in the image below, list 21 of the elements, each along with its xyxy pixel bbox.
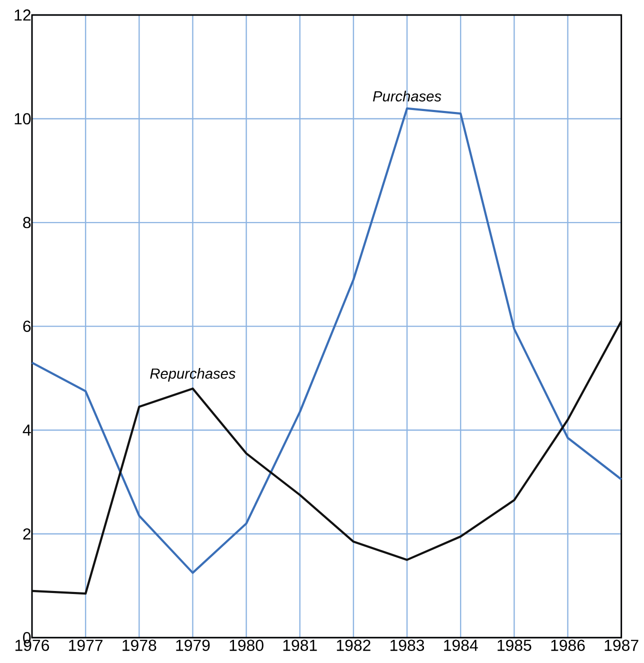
series-label: Repurchases [150,368,236,382]
y-tick-label: 4 [22,424,31,436]
x-tick-label: 1978 [122,640,156,651]
x-tick-label: 1979 [176,640,210,651]
x-tick-label: 1982 [336,640,370,651]
line-series [30,320,622,595]
x-tick-label: 1984 [444,640,478,651]
x-tick-label: 1985 [498,640,532,651]
x-tick-label: 1983 [390,640,424,651]
x-tick-label: 1987 [604,640,638,651]
x-tick-label: 1977 [69,640,102,651]
line-series [30,107,622,574]
series-label: Purchases [372,90,442,102]
x-tick-label: 1981 [283,640,317,651]
y-tick-label: 10 [14,113,31,124]
y-tick-label: 8 [23,216,31,228]
y-tick-label: 12 [14,9,30,21]
y-tick-label: 6 [23,320,31,332]
y-tick-label: 2 [23,528,31,540]
x-tick-label: 1986 [551,640,585,651]
x-tick-label: 1980 [230,640,264,651]
